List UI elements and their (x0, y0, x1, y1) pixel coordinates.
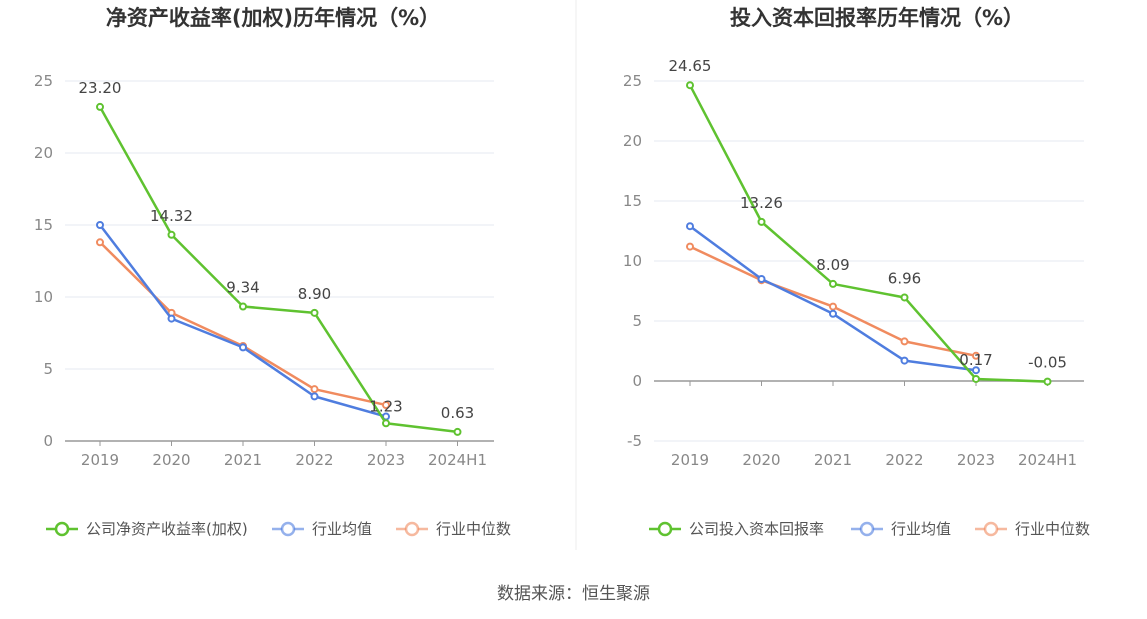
data-point (830, 281, 836, 287)
legend-item[interactable]: 行业中位数 (975, 520, 1090, 538)
data-label: 1.23 (369, 397, 402, 415)
legend-marker (861, 523, 873, 535)
roic-chart: 投入资本回报率历年情况（%） -5 0 5 10 15 20 25 2019 2020 2021 20… (623, 6, 1090, 538)
y-tick-label: 0 (632, 372, 642, 390)
data-point (97, 222, 103, 228)
data-point (1045, 379, 1051, 385)
legend-label: 公司投入资本回报率 (689, 520, 824, 538)
data-point (902, 358, 908, 364)
data-point (687, 223, 693, 229)
data-point (455, 429, 461, 435)
y-tick-label: 15 (623, 192, 642, 210)
data-point (169, 232, 175, 238)
roe-chart: 净资产收益率(加权)历年情况（%） 0 5 10 15 20 25 2019 2020 2021 2… (34, 6, 511, 538)
data-label: -0.05 (1028, 354, 1067, 372)
legend-marker (56, 523, 68, 535)
data-point (312, 310, 318, 316)
legend-label: 行业中位数 (1015, 520, 1090, 538)
x-tick-label: 2021 (224, 451, 262, 469)
data-point (687, 244, 693, 250)
data-point (759, 219, 765, 225)
y-tick-label: 10 (34, 288, 53, 306)
x-tick-label: 2024H1 (428, 451, 487, 469)
data-label: 8.09 (816, 256, 849, 274)
data-label: 6.96 (888, 269, 921, 287)
series-line (100, 242, 386, 405)
data-label: 8.90 (298, 285, 331, 303)
series-line (100, 107, 458, 432)
y-tick-label: 5 (632, 312, 642, 330)
y-tick-label: 15 (34, 216, 53, 234)
data-point (902, 338, 908, 344)
y-tick-label: 25 (34, 72, 53, 90)
y-tick-label: 0 (43, 432, 53, 450)
y-tick-label: 25 (623, 72, 642, 90)
chart-canvas: 净资产收益率(加权)历年情况（%） 0 5 10 15 20 25 2019 2020 2021 2… (0, 0, 1147, 619)
data-point (902, 294, 908, 300)
data-label: 24.65 (669, 57, 712, 75)
roe-chart-title: 净资产收益率(加权)历年情况（%） (106, 6, 440, 30)
x-tick-label: 2020 (152, 451, 190, 469)
x-tick-label: 2022 (295, 451, 333, 469)
x-tick-label: 2020 (742, 451, 780, 469)
data-point (687, 82, 693, 88)
x-tick-label: 2021 (814, 451, 852, 469)
legend-item[interactable]: 行业均值 (851, 520, 951, 538)
roic-chart-title: 投入资本回报率历年情况（%） (730, 6, 1024, 30)
data-label: 0.17 (959, 351, 992, 369)
data-label: 9.34 (226, 279, 259, 297)
x-tick-label: 2023 (957, 451, 995, 469)
legend-label: 行业均值 (312, 520, 372, 538)
data-label: 0.63 (441, 404, 474, 422)
y-tick-label: 5 (43, 360, 53, 378)
data-label: 14.32 (150, 207, 193, 225)
data-point (830, 311, 836, 317)
data-point (759, 276, 765, 282)
legend-item[interactable]: 行业中位数 (396, 520, 511, 538)
data-point (312, 386, 318, 392)
data-point (169, 316, 175, 322)
y-tick-label: 10 (623, 252, 642, 270)
legend-item[interactable]: 行业均值 (272, 520, 372, 538)
legend-marker (985, 523, 997, 535)
y-tick-label: 20 (623, 132, 642, 150)
data-point (240, 304, 246, 310)
source-note: 数据来源：恒生聚源 (497, 584, 650, 604)
legend-item[interactable]: 公司投入资本回报率 (649, 520, 824, 538)
legend-marker (406, 523, 418, 535)
series-line (690, 226, 976, 370)
y-tick-label: -5 (627, 432, 642, 450)
legend-marker (282, 523, 294, 535)
legend-label: 行业均值 (891, 520, 951, 538)
x-tick-label: 2019 (671, 451, 709, 469)
data-point (240, 344, 246, 350)
x-tick-label: 2019 (81, 451, 119, 469)
x-tick-label: 2024H1 (1018, 451, 1077, 469)
x-tick-label: 2023 (367, 451, 405, 469)
legend-item[interactable]: 公司净资产收益率(加权) (46, 520, 248, 538)
data-point (973, 376, 979, 382)
data-label: 13.26 (740, 194, 783, 212)
legend-marker (659, 523, 671, 535)
data-label: 23.20 (79, 79, 122, 97)
legend-label: 公司净资产收益率(加权) (86, 520, 248, 538)
data-point (97, 239, 103, 245)
x-tick-label: 2022 (885, 451, 923, 469)
data-point (97, 104, 103, 110)
series-line (100, 225, 386, 417)
data-point (383, 420, 389, 426)
data-point (312, 393, 318, 399)
data-point (830, 304, 836, 310)
y-tick-label: 20 (34, 144, 53, 162)
legend-label: 行业中位数 (436, 520, 511, 538)
